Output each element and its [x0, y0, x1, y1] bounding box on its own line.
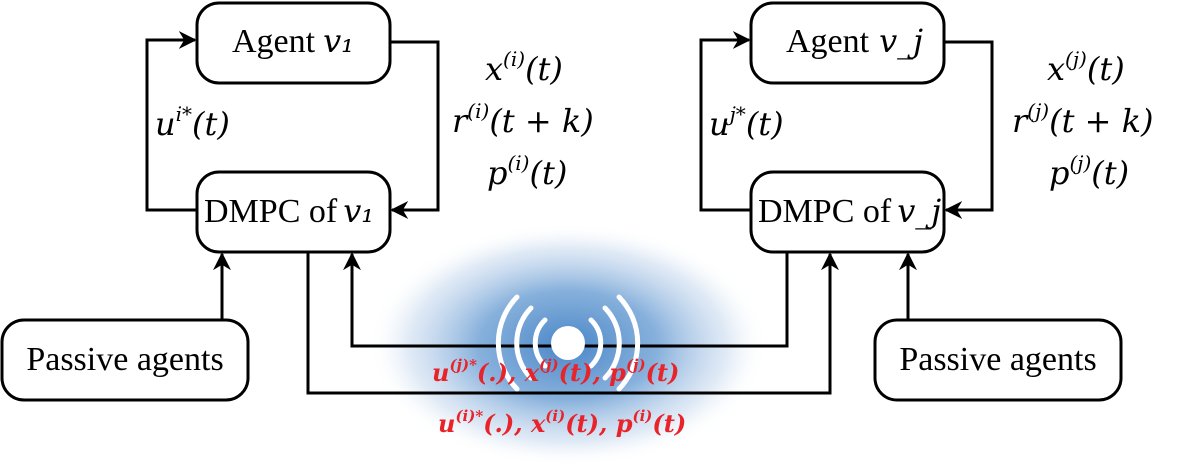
passive-agents-right-box [873, 318, 1123, 402]
dmpc-v1-box [195, 170, 392, 254]
wireless-broadcast-icon [495, 294, 641, 392]
passive-agents-left-label: Passive agents [26, 341, 223, 378]
left-loop: Agent v₁ DMPC of v₁ Passive agents ui*(t) … [0, 1, 594, 402]
control-signal-left: ui*(t) [155, 102, 230, 143]
message-from-vj: u(j)*(.), x(j)(t), p(j)(t) [432, 356, 679, 387]
message-from-v1: u(i)*(.), x(i)(t), p(i)(t) [438, 407, 686, 438]
reference-signal-right: r(j)(t + k) [1012, 99, 1153, 140]
right-loop: Agent v_j DMPC of v_j Passive agents uj*(t… [699, 1, 1153, 402]
dmpc-vj-label: DMPC of v_j [758, 192, 941, 230]
dmpc-v1-label: DMPC of v₁ [204, 192, 374, 230]
control-signal-right: uj*(t) [709, 102, 784, 143]
passive-agents-right-label: Passive agents [899, 341, 1096, 378]
link-i-to-j [306, 252, 839, 395]
state-signal-right: x(j)(t) [1047, 47, 1125, 88]
passive-agents-left-box [0, 318, 250, 402]
dmpc-vj-box [749, 170, 946, 254]
control-arrow-right [699, 31, 751, 212]
param-signal-right: p(j)(t) [1049, 151, 1129, 192]
control-arrow-left [145, 31, 197, 212]
state-arrow-right [944, 40, 994, 219]
param-signal-left: p(i)(t) [487, 151, 567, 192]
state-arrow-left [390, 40, 440, 219]
agent-vj-label: Agent v_j [786, 22, 923, 60]
reference-signal-left: r(i)(t + k) [452, 99, 594, 140]
agent-v1-label: Agent v₁ [232, 22, 354, 60]
state-signal-left: x(i)(t) [485, 47, 563, 88]
